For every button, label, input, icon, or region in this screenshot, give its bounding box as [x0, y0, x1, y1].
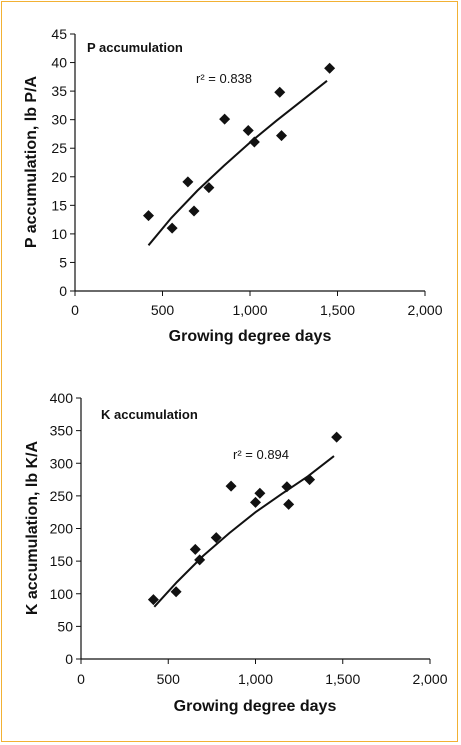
data-point	[189, 543, 201, 555]
trend-curve	[147, 80, 328, 246]
data-point	[166, 222, 178, 234]
y-tick-label: 200	[50, 521, 74, 537]
y-tick-label: 150	[50, 553, 74, 569]
x-tick-label: 500	[151, 302, 175, 318]
y-tick-label: 35	[51, 83, 67, 99]
data-point	[242, 125, 254, 137]
data-point	[324, 62, 336, 74]
data-point	[170, 586, 182, 598]
y-tick-label: 25	[51, 140, 67, 156]
data-point	[188, 205, 200, 217]
data-point	[283, 498, 295, 510]
data-point	[147, 594, 159, 606]
x-tick-label: 2,000	[407, 302, 442, 318]
x-tick-label: 1,500	[320, 302, 355, 318]
y-axis-title: K accumulation, lb K/A	[24, 440, 41, 615]
y-tick-label: 400	[50, 390, 74, 406]
y-tick-label: 300	[50, 455, 74, 471]
y-tick-label: 10	[51, 226, 67, 242]
data-point	[304, 474, 316, 486]
y-tick-label: 20	[51, 169, 67, 185]
trend-curve	[153, 455, 335, 608]
y-tick-label: 45	[51, 26, 67, 42]
data-point	[254, 487, 266, 499]
x-tick-label: 1,000	[238, 671, 273, 687]
y-tick-label: 0	[59, 283, 67, 299]
chart-title: K accumulation	[101, 407, 198, 422]
y-tick-label: 100	[50, 586, 74, 602]
y-tick-label: 350	[50, 423, 74, 439]
y-tick-label: 5	[59, 254, 67, 270]
data-point	[182, 176, 194, 188]
data-point	[194, 554, 206, 566]
data-point	[143, 210, 154, 222]
x-tick-label: 1,000	[232, 302, 267, 318]
data-point	[331, 431, 343, 443]
data-point	[274, 86, 286, 98]
y-tick-label: 50	[57, 618, 73, 634]
r-squared-annotation: r² = 0.894	[233, 447, 289, 462]
chart-title: P accumulation	[87, 40, 183, 55]
y-tick-label: 15	[51, 197, 67, 213]
x-axis-title: Growing degree days	[169, 328, 332, 345]
data-point	[219, 113, 231, 125]
y-tick-label: 30	[51, 112, 67, 128]
r-squared-annotation: r² = 0.838	[196, 71, 252, 86]
y-tick-label: 0	[65, 651, 73, 667]
x-tick-label: 0	[71, 302, 79, 318]
data-point	[276, 130, 287, 142]
data-point	[250, 496, 261, 508]
y-axis-title: P accumulation, lb P/A	[23, 75, 40, 248]
k-accumulation-chart: K accumulation r² = 0.894 Growing degree…	[24, 390, 448, 715]
data-point	[225, 480, 237, 492]
x-tick-label: 0	[77, 671, 85, 687]
x-tick-label: 1,500	[325, 671, 360, 687]
y-tick-label: 40	[51, 55, 67, 71]
p-accumulation-chart: P accumulation r² = 0.838 Growing degree…	[23, 26, 443, 345]
data-point	[281, 481, 293, 493]
data-point	[203, 182, 215, 194]
x-tick-label: 500	[157, 671, 181, 687]
data-point	[248, 136, 260, 148]
x-tick-label: 2,000	[412, 671, 447, 687]
y-tick-label: 250	[50, 488, 74, 504]
data-point	[210, 532, 222, 544]
x-axis-title: Growing degree days	[174, 698, 337, 715]
